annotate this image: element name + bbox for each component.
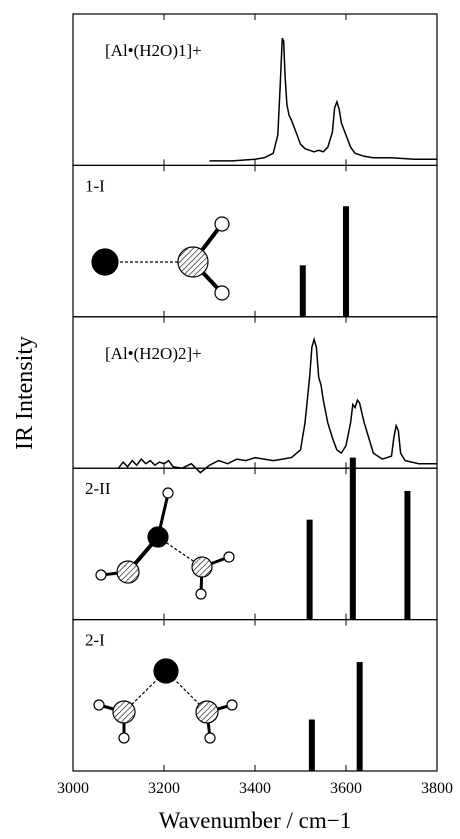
x-tick-label: 3400 [239, 780, 271, 797]
x-tick-label: 3600 [330, 780, 362, 797]
x-axis-label: Wavenumber / cm−1 [159, 808, 352, 833]
panel-frame [72, 164, 438, 318]
panel-frame [72, 13, 438, 166]
panel-label: 2-I [85, 631, 105, 650]
molecule-1-I [91, 216, 230, 301]
stick [308, 719, 315, 771]
panel-frame [72, 316, 438, 469]
spectrum-line [117, 336, 437, 474]
panel-label: 1-I [85, 176, 105, 195]
stick [404, 490, 411, 620]
x-tick-label: 3000 [57, 780, 89, 797]
stick [299, 265, 306, 317]
y-axis-label: IR Intensity [12, 336, 38, 450]
molecule-2-I [93, 658, 238, 744]
panel-frame [72, 467, 438, 621]
panel-label: [Al•(H2O)2]+ [105, 344, 202, 363]
stick [349, 457, 356, 620]
spectrum-line [209, 37, 437, 162]
panel-label: 2-II [85, 479, 111, 498]
panel-frame [72, 618, 438, 772]
molecule-2-II [95, 487, 235, 600]
panel-label: [Al•(H2O)1]+ [105, 41, 202, 60]
stick [343, 206, 349, 317]
stick [356, 661, 363, 771]
stick [306, 519, 313, 620]
x-tick-label: 3800 [421, 780, 453, 797]
x-tick-label: 3200 [148, 780, 180, 797]
